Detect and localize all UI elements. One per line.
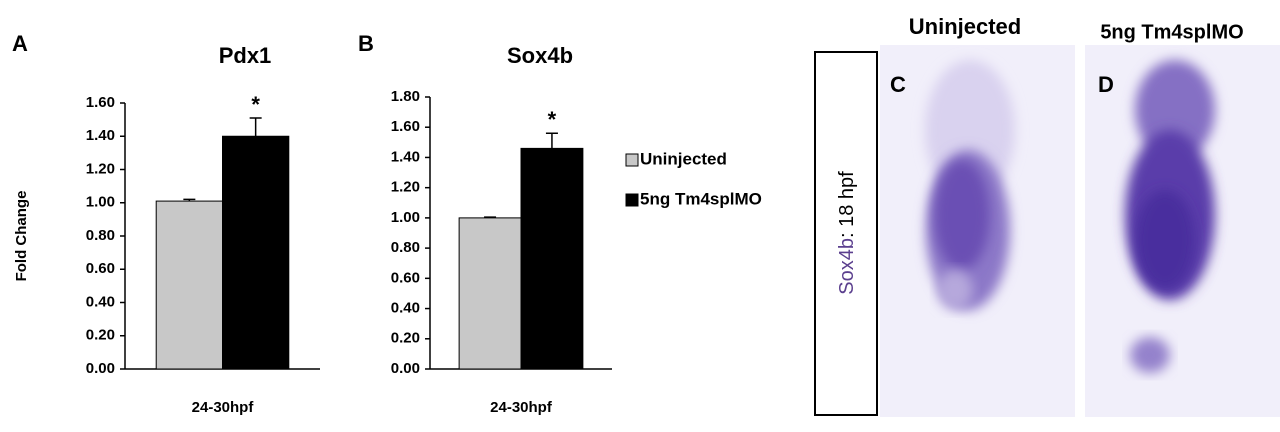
y-tick-label: 0.80 bbox=[86, 227, 115, 244]
panel-label: A bbox=[12, 31, 28, 56]
y-tick-label: 0.60 bbox=[86, 260, 115, 277]
y-tick-label: 1.00 bbox=[86, 194, 115, 211]
legend-swatch bbox=[625, 153, 639, 167]
y-tick-label: 0.20 bbox=[86, 327, 115, 344]
bar bbox=[520, 147, 584, 370]
y-tick-label: 1.60 bbox=[86, 94, 115, 111]
legend-label: Uninjected bbox=[640, 149, 727, 168]
y-tick-label: 1.20 bbox=[391, 179, 420, 196]
y-axis-label: Fold Change bbox=[13, 191, 30, 282]
panel-label: B bbox=[358, 31, 374, 56]
y-tick-label: 1.40 bbox=[391, 148, 420, 165]
y-tick-label: 0.20 bbox=[391, 330, 420, 347]
panel-label: C bbox=[890, 72, 906, 97]
error-bar bbox=[545, 132, 558, 149]
y-tick-label: 0.00 bbox=[86, 360, 115, 377]
micrograph-d bbox=[1085, 45, 1280, 417]
y-tick-label: 0.00 bbox=[391, 360, 420, 377]
legend-swatch bbox=[625, 193, 639, 207]
panel-label: D bbox=[1098, 72, 1114, 97]
y-tick-label: 1.20 bbox=[86, 160, 115, 177]
error-bar bbox=[183, 198, 196, 202]
y-tick-label: 0.40 bbox=[391, 300, 420, 317]
y-tick-label: 0.80 bbox=[391, 239, 420, 256]
bar bbox=[155, 200, 223, 370]
chart-title: Pdx1 bbox=[219, 43, 272, 68]
significance-marker: * bbox=[251, 92, 260, 117]
x-tick-label: 24-30hpf bbox=[490, 399, 553, 416]
bar bbox=[458, 217, 522, 370]
micrograph-c bbox=[880, 45, 1075, 417]
image-title: 5ng Tm4splMO bbox=[1100, 21, 1243, 43]
y-tick-label: 0.40 bbox=[86, 293, 115, 310]
bar bbox=[222, 135, 290, 370]
y-tick-label: 1.00 bbox=[391, 209, 420, 226]
error-bar bbox=[484, 216, 497, 218]
y-tick-label: 0.60 bbox=[391, 269, 420, 286]
chart-title: Sox4b bbox=[507, 43, 573, 68]
image-title: Uninjected bbox=[909, 14, 1021, 39]
side-label-box bbox=[814, 51, 878, 416]
side-label-stage: : 18 hpf bbox=[836, 171, 858, 238]
side-label: Sox4b: 18 hpf bbox=[836, 171, 858, 295]
y-tick-label: 1.60 bbox=[391, 118, 420, 135]
significance-marker: * bbox=[548, 107, 557, 132]
y-tick-label: 1.40 bbox=[86, 127, 115, 144]
legend-label: 5ng Tm4splMO bbox=[640, 189, 762, 208]
side-label-gene: Sox4b bbox=[836, 238, 858, 295]
y-tick-label: 1.80 bbox=[391, 88, 420, 105]
error-bar bbox=[249, 117, 262, 137]
x-tick-label: 24-30hpf bbox=[192, 399, 255, 416]
